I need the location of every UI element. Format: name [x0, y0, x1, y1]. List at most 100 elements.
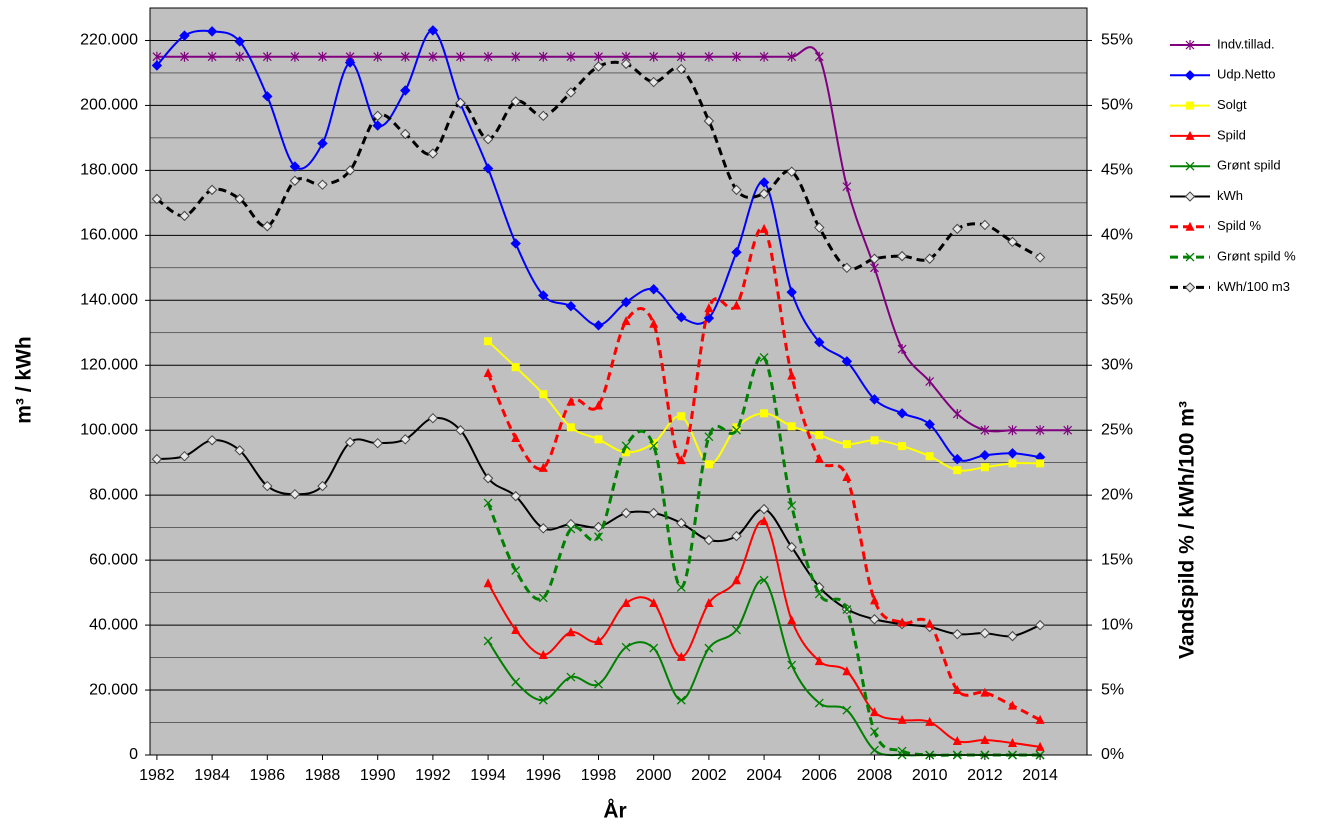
- marker: [704, 303, 714, 313]
- marker: [786, 286, 797, 298]
- marker: [538, 462, 548, 472]
- legend-item: Spild %: [1170, 218, 1262, 233]
- x-tick-label: 2008: [857, 767, 893, 784]
- marker: [262, 480, 273, 492]
- marker: [344, 437, 356, 448]
- legend-label: Grønt spild %: [1217, 249, 1296, 264]
- marker: [566, 396, 576, 406]
- legend-item: Spild: [1170, 127, 1246, 142]
- axes: 0 20.000 40.000 60.000 80.000 100.000 120.000 1…: [80, 32, 1133, 785]
- y-tick-label: 160.000: [80, 227, 138, 244]
- marker: [235, 51, 245, 62]
- y2-tick-label: 10%: [1101, 616, 1133, 633]
- marker: [427, 412, 439, 424]
- y-tick-label: 200.000: [80, 97, 138, 114]
- marker: [787, 422, 796, 431]
- marker: [427, 25, 439, 36]
- marker: [290, 51, 300, 62]
- marker: [1007, 630, 1018, 642]
- series-line: [156, 60, 1041, 271]
- marker: [483, 498, 493, 508]
- marker: [869, 394, 880, 405]
- x-tick-label: 2014: [1022, 767, 1058, 784]
- marker: [952, 223, 963, 235]
- marker: [786, 166, 797, 177]
- marker: [538, 649, 548, 659]
- legend-marker: [1185, 40, 1195, 50]
- marker: [897, 746, 907, 756]
- marker: [344, 165, 356, 176]
- marker: [731, 247, 742, 258]
- marker: [731, 530, 742, 542]
- grid: [150, 39, 1087, 723]
- marker: [207, 51, 217, 62]
- marker: [898, 442, 907, 451]
- marker: [814, 222, 825, 233]
- legend-marker: [1185, 252, 1195, 262]
- marker: [896, 250, 908, 262]
- series-layer: [151, 25, 1073, 760]
- marker: [759, 575, 769, 585]
- marker: [649, 441, 659, 451]
- y2-tick-label: 50%: [1101, 97, 1133, 114]
- plot-area: [150, 8, 1087, 755]
- legend-label: kWh/100 m3: [1217, 279, 1290, 294]
- y-tick-label: 180.000: [80, 162, 138, 179]
- marker: [676, 63, 687, 75]
- x-tick-label: 1996: [525, 767, 561, 784]
- marker: [622, 448, 631, 457]
- marker: [206, 184, 218, 196]
- marker: [565, 300, 577, 312]
- y2-tick-label: 25%: [1101, 421, 1133, 438]
- marker: [897, 714, 907, 724]
- marker: [317, 179, 328, 190]
- marker: [1008, 459, 1017, 468]
- marker: [841, 262, 853, 274]
- marker: [814, 698, 824, 708]
- marker: [593, 320, 604, 331]
- marker: [538, 110, 549, 122]
- marker: [234, 445, 245, 456]
- x-tick-label: 1994: [470, 767, 506, 784]
- x-tick-label: 2002: [691, 767, 727, 784]
- legend-item: Grønt spild: [1170, 158, 1281, 173]
- marker: [400, 51, 410, 62]
- marker: [677, 412, 686, 421]
- marker: [897, 617, 907, 627]
- marker: [676, 455, 686, 465]
- x-tick-label: 1992: [415, 767, 451, 784]
- marker: [180, 51, 189, 62]
- y-tick-label: 220.000: [80, 32, 138, 49]
- marker: [676, 51, 686, 62]
- y2-tick-label: 0%: [1101, 746, 1124, 763]
- legend-label: Udp.Netto: [1217, 67, 1276, 82]
- marker: [538, 523, 549, 534]
- marker: [1008, 425, 1017, 436]
- y-tick-label: 100.000: [80, 421, 138, 438]
- series-line: [486, 226, 1041, 722]
- marker: [1063, 425, 1073, 436]
- marker: [703, 312, 715, 324]
- marker: [649, 598, 659, 608]
- x-tick-label: 1986: [250, 767, 286, 784]
- x-tick-label: 1998: [581, 767, 617, 784]
- x-tick-label: 2006: [801, 767, 837, 784]
- marker: [925, 618, 935, 628]
- marker: [483, 51, 493, 62]
- x-tick-label: 2012: [967, 767, 1003, 784]
- marker: [511, 51, 521, 62]
- marker: [979, 219, 991, 231]
- marker: [318, 51, 327, 62]
- marker: [676, 582, 686, 592]
- marker: [869, 253, 880, 264]
- marker: [648, 507, 659, 519]
- x-axis-title: År: [603, 799, 626, 823]
- marker: [400, 85, 411, 96]
- marker: [593, 636, 603, 646]
- legend-label: Spild: [1217, 127, 1246, 142]
- marker: [787, 51, 797, 62]
- marker: [511, 363, 520, 372]
- marker: [842, 471, 852, 481]
- marker: [1036, 459, 1045, 468]
- marker: [732, 425, 741, 435]
